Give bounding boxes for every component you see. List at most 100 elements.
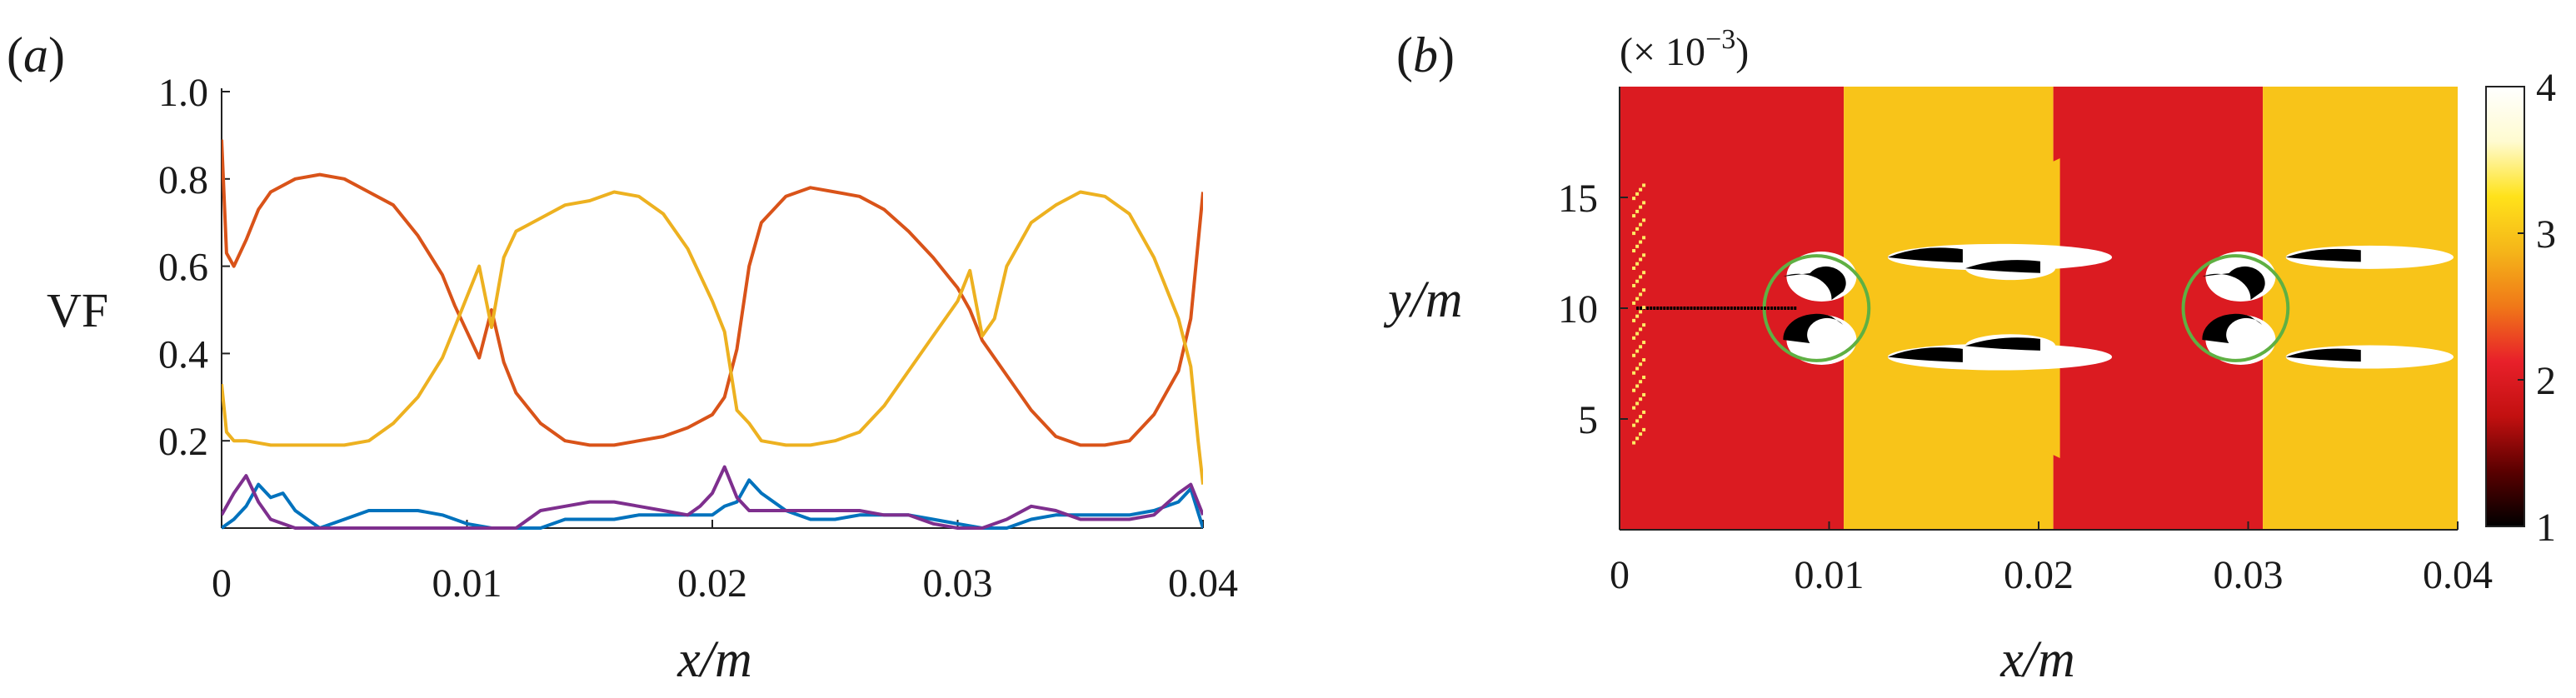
a-xtick-label: 0.03 xyxy=(923,561,993,606)
panel-a-ylabel: VF xyxy=(47,283,108,337)
b-ytick-label: 15 xyxy=(1558,177,1598,221)
centerline-dot xyxy=(1787,307,1790,310)
speckle xyxy=(1632,266,1636,270)
speckle xyxy=(1642,358,1646,362)
series-line-blue xyxy=(222,478,1203,530)
speckle xyxy=(1635,384,1640,388)
speckle xyxy=(1632,423,1636,427)
series-line-yellow xyxy=(222,190,1203,485)
centerline-dot xyxy=(1756,307,1760,310)
speckle xyxy=(1639,222,1643,227)
panel-b-ylabel: y/m xyxy=(1383,272,1463,328)
centerline-dot xyxy=(1723,307,1726,310)
panel-b-axes: 5 10 15 0 0.01 0.02 0.03 0.04 xyxy=(1558,87,2493,597)
speckle xyxy=(1635,227,1640,231)
speckle xyxy=(1635,314,1640,318)
panel-b-label: (b) xyxy=(1396,27,1455,82)
centerline-dot xyxy=(1720,307,1723,310)
speckle xyxy=(1639,240,1643,244)
b-xtick-label: 0.03 xyxy=(2214,553,2284,597)
centerline-dot xyxy=(1673,307,1676,310)
centerline-dot xyxy=(1764,307,1767,310)
colorbar-tick-label: 4 xyxy=(2536,66,2556,110)
centerline-dot xyxy=(1636,307,1640,310)
centerline-dot xyxy=(1646,307,1650,310)
centerline-dot xyxy=(1726,307,1730,310)
speckle xyxy=(1639,205,1643,209)
jet-core xyxy=(1887,347,1963,362)
speckle xyxy=(1635,279,1640,283)
speckle xyxy=(1642,375,1646,379)
panel-a-series xyxy=(222,139,1203,530)
speckle xyxy=(1632,301,1636,305)
bubble-circle xyxy=(2181,254,2290,362)
speckle xyxy=(1635,244,1640,248)
centerline-dot xyxy=(1640,307,1643,310)
panel-a-label: (a) xyxy=(7,27,65,82)
centerline-dot xyxy=(1733,307,1736,310)
speckle xyxy=(1639,415,1643,419)
colorbar-tick-label: 3 xyxy=(2536,212,2556,257)
speckle xyxy=(1632,388,1636,392)
speckle xyxy=(1632,232,1636,236)
speckle xyxy=(1639,345,1643,349)
centerline-dot xyxy=(1710,307,1713,310)
speckle xyxy=(1632,214,1636,218)
a-ytick-label: 1.0 xyxy=(158,71,208,115)
speckle xyxy=(1635,366,1640,371)
speckle xyxy=(1642,236,1646,240)
speckle xyxy=(1642,323,1646,327)
b-ytick-label: 5 xyxy=(1578,398,1598,442)
bubble-core xyxy=(1783,313,1844,343)
centerline-dot xyxy=(1686,307,1690,310)
panel-b-multiplier: (× 10−3) xyxy=(1620,24,1749,74)
speckle xyxy=(1639,397,1643,401)
panel-a: (a) 0.20.40.60.81.00 0.01 0.02 0.03 0.04 VF … xyxy=(7,27,1238,688)
b-xtick-label: 0 xyxy=(1610,553,1630,597)
jet-core xyxy=(1887,247,1963,263)
centerline-dot xyxy=(1696,307,1700,310)
speckle xyxy=(1642,218,1646,222)
panel-b-field xyxy=(1620,87,2458,530)
a-xtick-label: 0 xyxy=(212,561,232,606)
centerline-dot xyxy=(1653,307,1656,310)
speckle xyxy=(1635,436,1640,441)
centerline-dot xyxy=(1663,307,1666,310)
panel-b-xlabel: x/m xyxy=(1999,631,2075,688)
centerline-dot xyxy=(1770,307,1774,310)
phase-band xyxy=(2053,87,2264,530)
centerline-dot xyxy=(1780,307,1784,310)
speckle xyxy=(1639,257,1643,262)
jet-core xyxy=(2285,348,2361,362)
a-xtick-label: 0.02 xyxy=(677,561,747,606)
a-ytick-label: 0.4 xyxy=(158,332,208,376)
speckle xyxy=(1632,249,1636,253)
speckle xyxy=(1642,392,1646,396)
centerline-dot xyxy=(1740,307,1743,310)
colorbar-tick-label: 1 xyxy=(2536,506,2556,550)
colorbar-gradient xyxy=(2485,86,2525,527)
centerline-dot xyxy=(1777,307,1780,310)
colorbar-tick-label: 2 xyxy=(2536,359,2556,403)
a-xtick-label: 0.04 xyxy=(1168,561,1238,606)
centerline-dot xyxy=(1670,307,1673,310)
speckle xyxy=(1635,401,1640,406)
centerline-dot xyxy=(1683,307,1686,310)
panel-a-axes: 0.2 0.4 0.6 0.8 1.0 0 0.01 0.02 0.03 0.04 xyxy=(158,71,1238,606)
speckle xyxy=(1639,187,1643,192)
speckle xyxy=(1635,332,1640,336)
speckle xyxy=(1642,427,1646,431)
centerline-dot xyxy=(1666,307,1670,310)
centerline-dot xyxy=(1680,307,1683,310)
speckle xyxy=(1642,183,1646,187)
speckle xyxy=(1632,406,1636,410)
centerline-dot xyxy=(1650,307,1653,310)
bubble-core xyxy=(2202,266,2265,300)
centerline-dot xyxy=(1767,307,1770,310)
centerline-dot xyxy=(1706,307,1710,310)
speckle xyxy=(1642,271,1646,275)
speckle xyxy=(1642,341,1646,345)
speckle xyxy=(1635,192,1640,196)
speckle xyxy=(1642,306,1646,310)
